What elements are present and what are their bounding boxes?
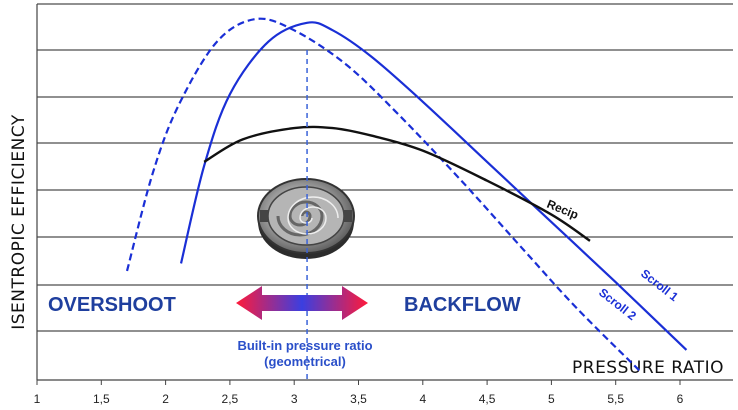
backflow-label: BACKFLOW xyxy=(404,294,521,316)
x-tick-label: 4,5 xyxy=(479,392,496,406)
x-tick-label: 2 xyxy=(162,392,169,406)
x-tick-label: 1,5 xyxy=(93,392,110,406)
overshoot-backflow-arrow xyxy=(236,286,368,320)
x-tick-label: 1 xyxy=(34,392,41,406)
series-curves xyxy=(125,17,688,374)
x-tick-label: 4 xyxy=(419,392,426,406)
x-tick-label: 2,5 xyxy=(222,392,239,406)
series-recip-line xyxy=(203,125,591,242)
series-labels: Recip Scroll 1 Scroll 2 xyxy=(545,197,681,323)
series-label-scroll-2: Scroll 2 xyxy=(596,285,639,323)
scroll-compressor-image xyxy=(257,178,355,259)
x-axis-label: PRESSURE RATIO xyxy=(572,358,724,378)
x-tick-label: 3,5 xyxy=(350,392,367,406)
series-scroll-2-line xyxy=(125,17,643,374)
built-in-ratio-label-line2: (geometrical) xyxy=(264,354,346,369)
overshoot-label: OVERSHOOT xyxy=(48,294,176,316)
x-tick-label: 5 xyxy=(548,392,555,406)
x-ticks: 1 1,5 2 2,5 3 3,5 4 4,5 5 5,5 6 xyxy=(34,380,684,406)
series-label-recip: Recip xyxy=(545,197,581,222)
y-axis-label: ISENTROPIC EFFICIENCY xyxy=(9,114,29,330)
x-tick-label: 5,5 xyxy=(607,392,624,406)
x-tick-label: 6 xyxy=(677,392,684,406)
x-tick-label: 3 xyxy=(291,392,298,406)
gridlines xyxy=(37,3,733,332)
built-in-ratio-label-line1: Built-in pressure ratio xyxy=(237,338,372,353)
series-scroll-1-line xyxy=(179,21,688,351)
